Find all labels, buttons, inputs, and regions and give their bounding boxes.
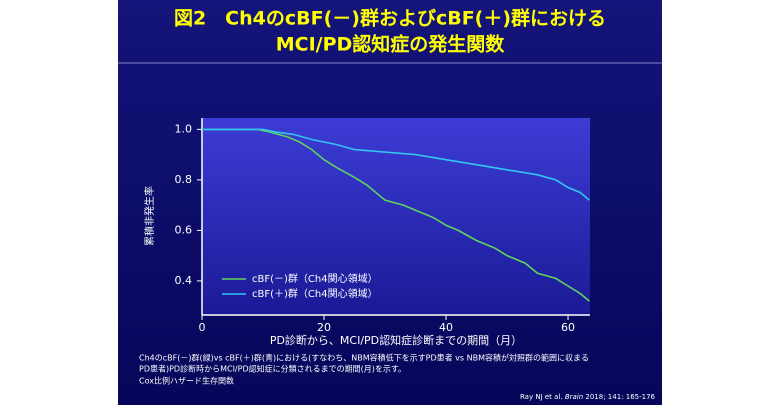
- y-axis-label: 累積非発生率: [143, 186, 156, 246]
- x-tick-label: 40: [439, 321, 453, 334]
- citation: Ray NJ et al. Brain 2018; 141: 165-176: [520, 393, 656, 401]
- plot-area: [202, 118, 590, 315]
- y-tick-label: 1.0: [175, 122, 193, 135]
- y-tick-label: 0.8: [175, 173, 193, 186]
- series-line: [202, 128, 590, 201]
- footnote: Ch4のcBF(－)群(緑)vs cBF(＋)群(青)における(すなわち、NBM…: [139, 353, 589, 363]
- x-tick-label: 60: [561, 321, 575, 334]
- legend-label: cBF(＋)群（Ch4関心領域）: [252, 287, 378, 300]
- x-axis-label: PD診断から、MCI/PD認知症診断までの期間（月）: [270, 333, 522, 347]
- title: 図2 Ch4のcBF(－)群およびcBF(＋)群における: [174, 7, 606, 30]
- x-tick-label: 0: [199, 321, 206, 334]
- citation-journal: Brain: [565, 393, 583, 401]
- footnote: Cox比例ハザード生存関数: [139, 376, 234, 386]
- citation-details: 2018; 141: 165-176: [583, 393, 655, 401]
- legend-label: cBF(－)群（Ch4関心領域）: [252, 272, 378, 285]
- y-tick-label: 0.4: [175, 274, 193, 287]
- footnote: PD患者)PD診断時からMCI/PD認知症に分類されるまでの期間(月)を示す。: [139, 364, 406, 374]
- series-line: [202, 128, 590, 302]
- title: MCI/PD認知症の発生関数: [276, 33, 506, 56]
- y-tick-label: 0.6: [175, 223, 193, 236]
- x-tick-label: 20: [317, 321, 331, 334]
- citation-authors: Ray NJ et al.: [520, 393, 565, 401]
